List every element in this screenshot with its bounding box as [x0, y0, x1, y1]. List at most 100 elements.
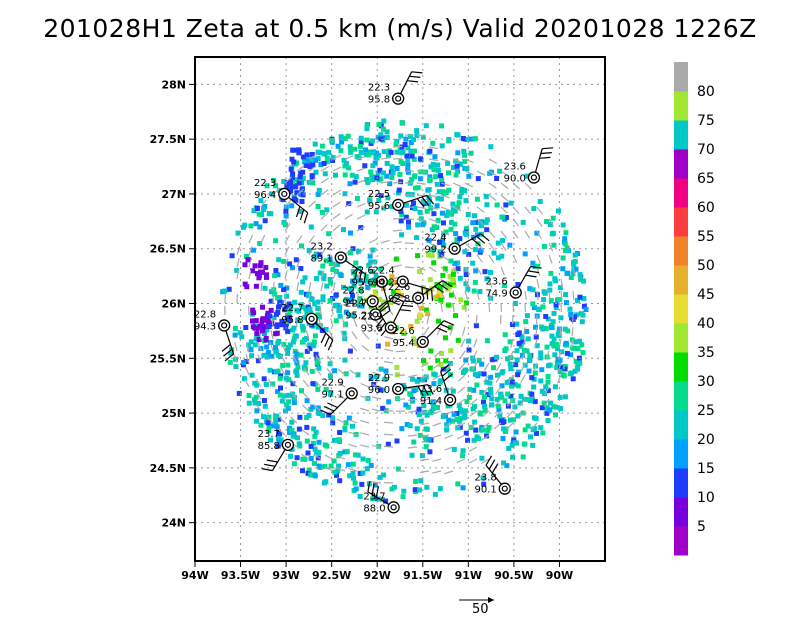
wind-vector	[420, 434, 430, 438]
wind-vector	[301, 404, 310, 412]
wind-vector	[356, 179, 366, 184]
wind-speed-cell	[482, 394, 487, 400]
wind-vector	[269, 342, 274, 352]
wind-vector	[444, 446, 454, 451]
wind-speed-cell	[285, 362, 291, 368]
wind-speed-cell	[355, 300, 361, 306]
wind-barb-flag	[324, 336, 330, 347]
wind-vector	[440, 278, 447, 287]
wind-speed-cell	[551, 404, 557, 410]
wind-speed-cell	[555, 357, 561, 362]
wind-speed-cell	[540, 430, 546, 436]
wind-vector	[488, 170, 497, 177]
wind-speed-cell	[352, 480, 358, 486]
wind-speed-cell	[404, 422, 410, 427]
wind-speed-cell	[455, 169, 461, 174]
wind-barb-flag	[485, 455, 493, 466]
wind-vector	[348, 431, 358, 436]
wind-speed-cell	[319, 328, 325, 333]
wind-speed-cell	[525, 336, 531, 342]
wind-speed-cell	[487, 380, 493, 386]
wind-speed-cell	[420, 134, 426, 140]
wind-vector	[476, 290, 480, 300]
wind-vector	[387, 307, 394, 316]
wind-speed-cell	[315, 306, 321, 312]
wind-vector	[482, 386, 490, 395]
wind-speed-cell	[311, 426, 317, 432]
wind-vector	[257, 354, 262, 364]
wind-vector	[457, 386, 466, 394]
wind-speed-cell	[491, 250, 497, 256]
wind-speed-cell	[478, 247, 484, 253]
wind-vector	[236, 246, 241, 256]
wind-speed-cell	[264, 183, 270, 189]
wind-speed-cell	[279, 322, 284, 328]
wind-speed-cell	[441, 243, 447, 249]
wind-speed-cell	[350, 278, 356, 284]
wind-vector	[368, 238, 378, 244]
wind-speed-cell	[474, 196, 480, 202]
station-ring	[387, 501, 400, 514]
wind-speed-cell	[499, 370, 505, 376]
wind-speed-cell	[557, 394, 563, 400]
wind-speed-cell	[509, 383, 514, 389]
dropsonde-station: 23.890.1	[475, 455, 511, 496]
wind-speed-cell	[335, 261, 341, 267]
wind-vector	[315, 355, 322, 364]
wind-speed-cell	[285, 329, 291, 334]
wind-speed-cell	[278, 282, 284, 288]
wind-speed-cell	[268, 437, 273, 443]
wind-speed-cell	[399, 426, 405, 432]
wind-speed-cell	[353, 486, 359, 492]
dropsonde-station: 23.691.4	[420, 364, 457, 407]
wind-speed-cell	[298, 289, 304, 295]
wind-vector	[452, 290, 457, 300]
colorbar-swatch	[674, 149, 688, 179]
wind-speed-cell	[524, 313, 530, 319]
wind-speed-cell	[265, 349, 271, 355]
wind-speed-cell	[278, 354, 283, 359]
wind-vector	[270, 330, 274, 340]
wind-speed-cell	[373, 209, 379, 215]
wind-speed-cell	[260, 316, 266, 322]
wind-speed-cell	[459, 453, 465, 459]
wind-speed-cell	[235, 230, 241, 236]
wind-speed-cell	[290, 171, 296, 177]
wind-vector	[449, 326, 454, 336]
wind-vector	[384, 335, 394, 340]
wind-vector	[336, 467, 346, 472]
wind-speed-cell	[466, 395, 472, 400]
wind-speed-cell	[237, 330, 243, 336]
wind-vector	[233, 354, 238, 364]
station-ring	[498, 482, 511, 495]
wind-barb-flag	[528, 270, 540, 274]
wind-speed-cell	[264, 274, 269, 280]
wind-speed-cell	[575, 346, 581, 351]
wind-speed-cell	[364, 137, 370, 143]
wind-speed-cell	[343, 296, 349, 302]
wind-speed-cell	[367, 198, 373, 204]
wind-speed-cell	[306, 248, 312, 254]
wind-speed-cell	[411, 336, 417, 342]
wind-speed-cell	[455, 204, 461, 210]
wind-speed-cell	[394, 364, 400, 370]
wind-speed-cell	[306, 467, 312, 473]
wind-vector	[476, 170, 486, 176]
wind-vector	[296, 258, 301, 268]
wind-vector	[271, 318, 274, 328]
wind-speed-cell	[530, 260, 536, 266]
station-pressure: 94.4	[342, 297, 364, 308]
station-ring	[392, 92, 405, 105]
wind-speed-cell	[386, 152, 392, 158]
wind-speed-cell	[517, 400, 523, 406]
wind-speed-cell	[468, 136, 474, 142]
wind-speed-cell	[451, 446, 457, 452]
wind-speed-cell	[280, 363, 286, 368]
wind-speed-cell	[448, 226, 454, 232]
station-temperature: 22.6	[352, 266, 374, 277]
wind-speed-cell	[452, 221, 458, 227]
wind-speed-cell	[440, 272, 446, 278]
wind-speed-cell	[418, 216, 424, 222]
station-ring	[416, 335, 429, 349]
